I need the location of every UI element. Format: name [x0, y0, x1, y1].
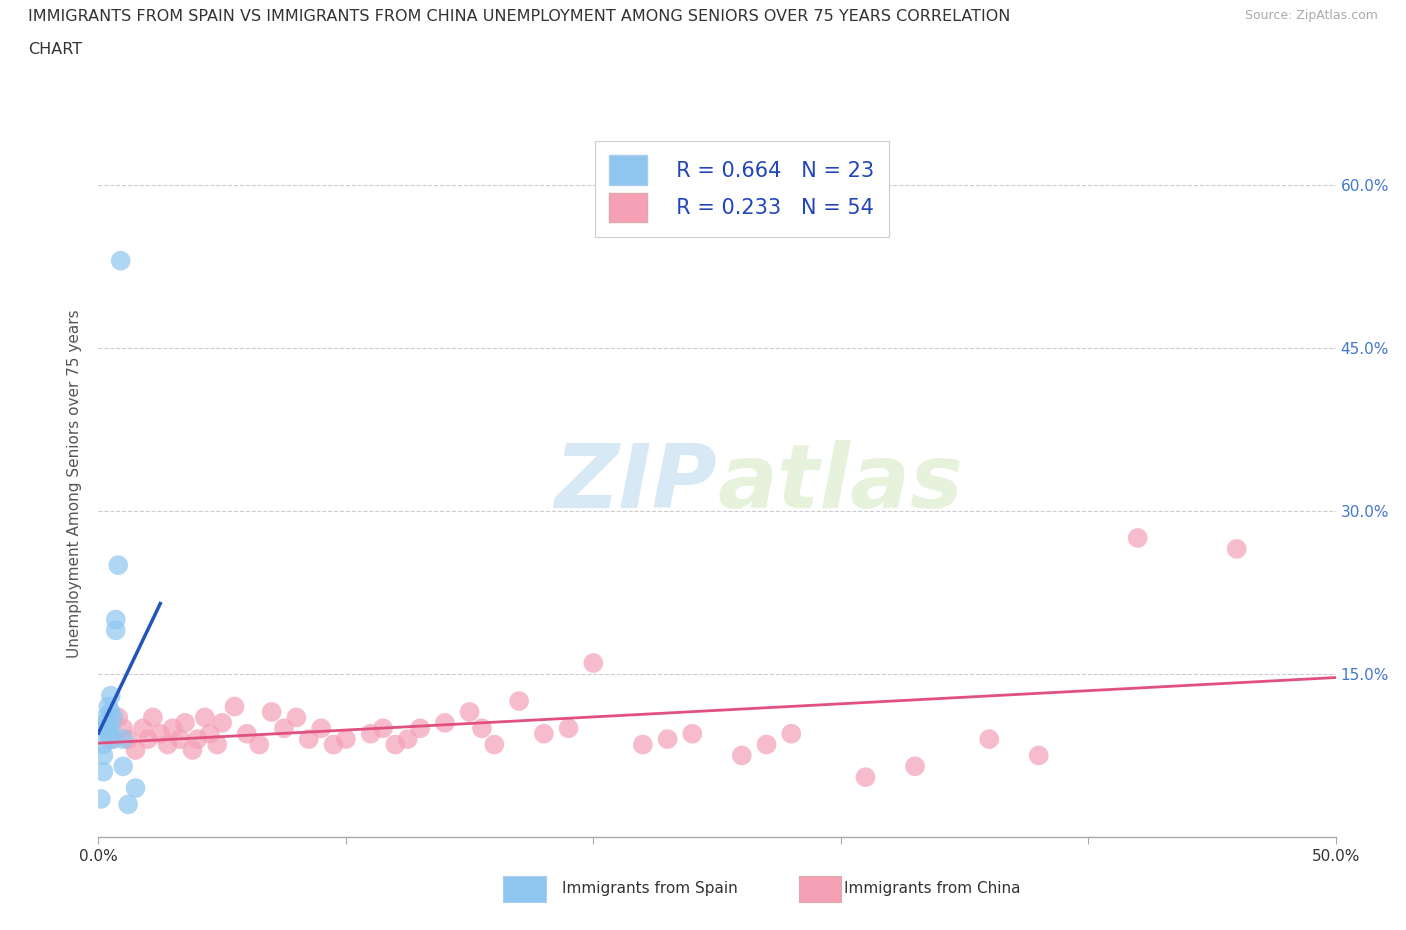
- Point: [224, 699, 246, 714]
- Text: Source: ZipAtlas.com: Source: ZipAtlas.com: [1244, 9, 1378, 22]
- Point: [681, 726, 703, 741]
- Point: [236, 726, 259, 741]
- Point: [90, 791, 112, 806]
- Point: [100, 705, 122, 720]
- Text: ZIP: ZIP: [554, 440, 717, 527]
- Point: [110, 253, 132, 268]
- Point: [94, 715, 117, 730]
- Point: [1226, 541, 1249, 556]
- Point: [780, 726, 803, 741]
- Point: [186, 732, 208, 747]
- Point: [162, 721, 184, 736]
- Point: [174, 715, 197, 730]
- Point: [124, 742, 146, 757]
- Point: [94, 710, 117, 724]
- Point: [97, 726, 120, 741]
- Point: [557, 721, 579, 736]
- Point: [103, 710, 125, 724]
- Text: IMMIGRANTS FROM SPAIN VS IMMIGRANTS FROM CHINA UNEMPLOYMENT AMONG SENIORS OVER 7: IMMIGRANTS FROM SPAIN VS IMMIGRANTS FROM…: [28, 9, 1011, 24]
- Point: [322, 737, 344, 752]
- Point: [156, 737, 179, 752]
- Point: [100, 732, 122, 747]
- Point: [149, 726, 172, 741]
- Point: [94, 721, 117, 736]
- Point: [142, 710, 165, 724]
- Y-axis label: Unemployment Among Seniors over 75 years: Unemployment Among Seniors over 75 years: [67, 310, 83, 658]
- Point: [631, 737, 654, 752]
- Point: [181, 742, 204, 757]
- Point: [124, 780, 146, 795]
- Point: [169, 732, 191, 747]
- Point: [97, 699, 120, 714]
- Point: [484, 737, 506, 752]
- Point: [433, 715, 456, 730]
- Point: [285, 710, 308, 724]
- Text: CHART: CHART: [28, 42, 82, 57]
- Point: [657, 732, 679, 747]
- Point: [1028, 748, 1050, 763]
- Point: [112, 732, 135, 747]
- Point: [755, 737, 778, 752]
- Point: [104, 612, 127, 627]
- Legend:   R = 0.664   N = 23,   R = 0.233   N = 54: R = 0.664 N = 23, R = 0.233 N = 54: [595, 140, 889, 237]
- Point: [205, 737, 228, 752]
- Point: [93, 748, 115, 763]
- Point: [533, 726, 555, 741]
- Point: [471, 721, 494, 736]
- Point: [93, 764, 115, 779]
- Point: [211, 715, 233, 730]
- Point: [298, 732, 321, 747]
- Point: [508, 694, 530, 709]
- Point: [855, 770, 877, 785]
- Point: [97, 721, 120, 736]
- Point: [194, 710, 217, 724]
- Point: [136, 732, 159, 747]
- Point: [247, 737, 270, 752]
- Point: [132, 721, 155, 736]
- Point: [360, 726, 382, 741]
- Point: [458, 705, 481, 720]
- Text: atlas: atlas: [717, 440, 963, 527]
- Point: [117, 797, 139, 812]
- Point: [384, 737, 406, 752]
- Point: [260, 705, 283, 720]
- Point: [100, 721, 122, 736]
- Point: [371, 721, 394, 736]
- Point: [112, 759, 135, 774]
- Point: [198, 726, 221, 741]
- Point: [107, 558, 129, 573]
- Point: [904, 759, 927, 774]
- Point: [731, 748, 754, 763]
- Point: [100, 688, 122, 703]
- Point: [273, 721, 295, 736]
- Point: [396, 732, 419, 747]
- Point: [979, 732, 1001, 747]
- Point: [107, 710, 129, 724]
- Text: Immigrants from China: Immigrants from China: [844, 881, 1021, 896]
- Point: [117, 732, 139, 747]
- Point: [582, 656, 605, 671]
- Point: [93, 737, 115, 752]
- Text: Immigrants from Spain: Immigrants from Spain: [562, 881, 738, 896]
- Point: [335, 732, 357, 747]
- Point: [103, 732, 125, 747]
- Point: [1126, 530, 1149, 545]
- Point: [112, 721, 135, 736]
- Point: [409, 721, 432, 736]
- Point: [104, 623, 127, 638]
- Point: [309, 721, 332, 736]
